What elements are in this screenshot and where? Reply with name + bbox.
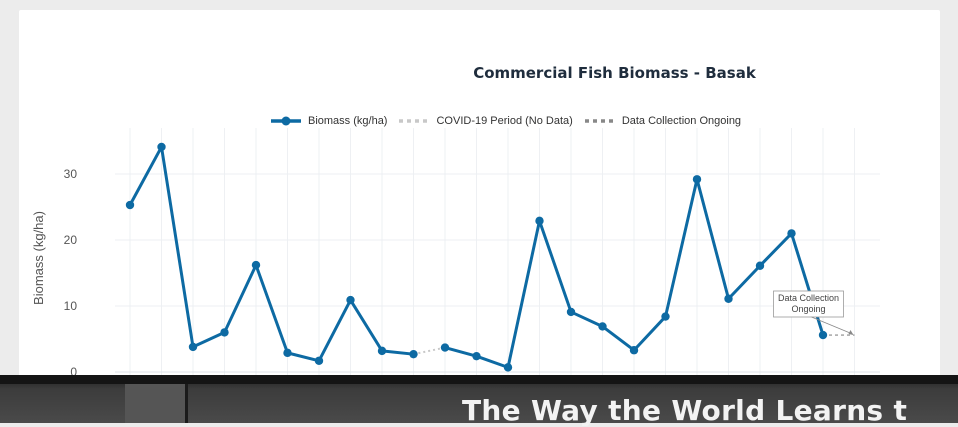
data-point [157, 142, 166, 152]
data-point [692, 175, 702, 184]
data-point [346, 295, 355, 305]
annotation-arrowhead [848, 330, 854, 336]
banner-title: The Way the World Learns t [462, 394, 908, 427]
banner-side-panel [125, 384, 185, 423]
data-point [283, 348, 292, 358]
legend-label-ongoing: Data Collection Ongoing [621, 115, 742, 127]
series-line-biomass [128, 145, 414, 363]
line-chart: 0 10 20 30 Biomass (kg/ha) Data CollectionOng… [31, 128, 880, 379]
y-axis-label: Biomass (kg/ha) [31, 211, 46, 305]
y-tick-label: 0 [70, 365, 77, 379]
data-point [188, 342, 198, 352]
data-point [220, 328, 229, 337]
annotation-text: Data Collection [778, 293, 839, 303]
data-point [566, 307, 576, 317]
data-point [440, 343, 450, 352]
data-point [629, 346, 639, 355]
chart-title: Commercial Fish Biomass - Basak [473, 64, 756, 82]
annotation-text: Ongoing [791, 304, 825, 314]
annotation-arrow [811, 316, 853, 335]
chart-card: Commercial Fish Biomass - Basak Biomass … [19, 10, 940, 380]
data-point [818, 330, 828, 340]
page-banner [0, 375, 958, 423]
data-point [661, 312, 670, 321]
data-point [598, 322, 607, 331]
data-point [472, 351, 481, 361]
legend-swatch-biomass [271, 116, 301, 126]
y-tick-label: 10 [64, 299, 78, 313]
legend-label-covid: COVID-19 Period (No Data) [436, 115, 573, 127]
data-point [377, 346, 387, 356]
data-point [125, 200, 135, 210]
data-point [314, 356, 324, 365]
series-line-covid [413, 346, 446, 356]
legend-swatch-ongoing [584, 119, 615, 123]
data-point [755, 261, 765, 270]
legend-label-biomass: Biomass (kg/ha) [308, 115, 388, 127]
banner-divider [185, 384, 188, 423]
banner-top-strip [0, 375, 958, 384]
legend-item-ongoing[interactable]: Data Collection Ongoing [583, 115, 741, 127]
y-tick-label: 30 [64, 167, 78, 181]
y-tick-label: 20 [64, 233, 78, 247]
chart-legend: Biomass (kg/ha) COVID-19 Period (No Data… [269, 114, 751, 128]
data-point [535, 216, 544, 226]
data-point [409, 349, 418, 359]
data-point [251, 260, 261, 270]
annotation-box [773, 290, 844, 318]
data-point [503, 363, 513, 372]
data-point [724, 294, 733, 303]
legend-item-covid[interactable]: COVID-19 Period (No Data) [397, 115, 573, 127]
data-point [787, 229, 796, 238]
legend-item-biomass[interactable]: Biomass (kg/ha) [269, 115, 387, 127]
legend-swatch-covid [399, 119, 430, 123]
